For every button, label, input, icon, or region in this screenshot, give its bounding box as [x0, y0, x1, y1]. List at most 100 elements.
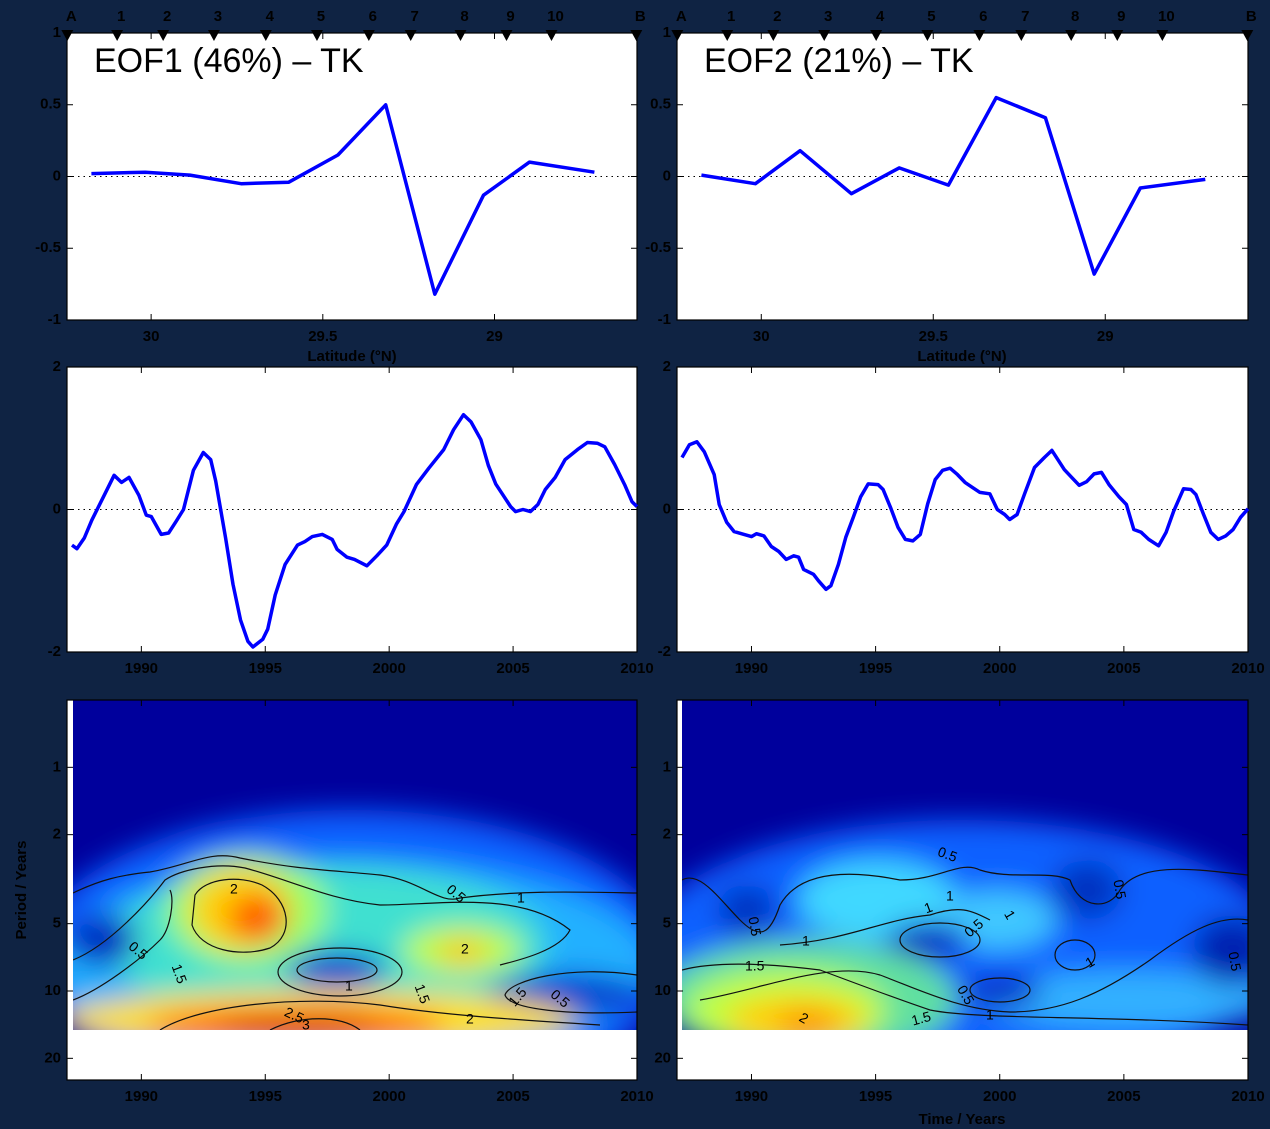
station-label: 7	[1021, 8, 1029, 25]
x-tick-label: 2000	[372, 660, 405, 677]
x-tick-label: 2005	[496, 660, 529, 677]
station-marker	[500, 30, 513, 41]
x-tick-label: 2000	[372, 1088, 405, 1105]
data-line	[70, 412, 639, 649]
x-tick-label: 29	[1097, 328, 1114, 345]
y-tick-label: 20	[44, 1049, 61, 1066]
station-label: 2	[773, 8, 781, 25]
panel-bg	[677, 367, 1248, 652]
x-tick-label: 2010	[620, 660, 653, 677]
y-tick-label: 10	[44, 982, 61, 999]
station-label: 5	[927, 8, 935, 25]
station-label: 9	[1117, 8, 1125, 25]
x-tick-label: 30	[753, 328, 770, 345]
station-marker	[157, 30, 170, 41]
x-tick-label: 2010	[1231, 1088, 1264, 1105]
station-marker	[404, 30, 417, 41]
contour-label: 1.5	[169, 962, 191, 986]
station-marker	[1241, 30, 1254, 41]
x-tick-label: 1995	[249, 1088, 282, 1105]
y-tick-label: 2	[663, 358, 671, 375]
station-label: 1	[727, 8, 735, 25]
panel-title: EOF2 (21%) – TK	[704, 42, 974, 80]
y-tick-label: -1	[658, 311, 671, 328]
contour-label: 2	[461, 941, 469, 957]
contour-label: 2.5	[282, 1004, 307, 1027]
x-tick-label: 2005	[1107, 1088, 1140, 1105]
x-tick-label: 29	[486, 328, 503, 345]
contour-label: 2	[466, 1011, 474, 1027]
station-label: A	[66, 8, 77, 25]
contour-label: 0.5	[745, 915, 764, 937]
station-marker	[671, 30, 684, 41]
station-marker	[1156, 30, 1169, 41]
station-label: 4	[266, 8, 275, 25]
x-tick-label: 2010	[620, 1088, 653, 1105]
data-line	[701, 95, 1206, 276]
x-tick-label: 1990	[125, 660, 158, 677]
station-marker	[973, 30, 986, 41]
station-marker	[1015, 30, 1028, 41]
x-tick-label: 2005	[496, 1088, 529, 1105]
y-tick-label: 10	[654, 982, 671, 999]
y-tick-label: -0.5	[35, 239, 61, 256]
contour-label: 0.5	[1225, 950, 1244, 972]
y-tick-label: 2	[663, 826, 671, 843]
y-tick-label: 5	[53, 915, 61, 932]
station-label: 6	[979, 8, 987, 25]
x-tick-label: 2005	[1107, 660, 1140, 677]
station-label: 2	[163, 8, 171, 25]
contour-label: 1	[946, 888, 954, 904]
station-marker	[818, 30, 831, 41]
station-marker	[454, 30, 467, 41]
x-tick-label: 2000	[983, 660, 1016, 677]
panel-bg	[677, 33, 1248, 320]
station-marker	[259, 30, 272, 41]
wavelet-image	[73, 700, 637, 1030]
contour-label: 0.5	[936, 843, 960, 865]
station-marker	[1111, 30, 1124, 41]
x-axis-label: Latitude (°N)	[307, 348, 396, 365]
station-label: 1	[117, 8, 125, 25]
station-label: B	[1246, 8, 1257, 25]
station-label: 8	[460, 8, 468, 25]
y-tick-label: 0	[53, 500, 61, 517]
x-tick-label: 1990	[125, 1088, 158, 1105]
wavelet-image	[682, 700, 1248, 1030]
station-label: B	[635, 8, 646, 25]
y-axis-label: Period / Years	[13, 841, 30, 940]
y-tick-label: -0.5	[645, 239, 671, 256]
x-tick-label: 2000	[983, 1088, 1016, 1105]
station-marker	[111, 30, 124, 41]
station-marker	[207, 30, 220, 41]
contour-label: 3	[302, 1017, 310, 1033]
y-tick-label: 0.5	[650, 96, 671, 113]
y-tick-label: -2	[658, 643, 671, 660]
contour-label: 1.5	[745, 958, 765, 974]
contour-label: 1	[517, 890, 525, 906]
y-tick-label: 1	[53, 24, 61, 41]
contour-label: 1.5	[910, 1008, 933, 1029]
contour-label: 1.5	[412, 982, 434, 1006]
x-tick-label: 29.5	[919, 328, 948, 345]
y-tick-label: 1	[663, 24, 671, 41]
y-tick-label: -2	[48, 643, 61, 660]
contour-label: 1	[986, 1007, 994, 1023]
contour-label: 1	[802, 933, 810, 949]
contour-label: 2	[230, 881, 238, 897]
station-label: 10	[1158, 8, 1175, 25]
station-label: 9	[506, 8, 514, 25]
x-tick-label: 1990	[735, 1088, 768, 1105]
y-tick-label: 20	[654, 1049, 671, 1066]
station-label: A	[676, 8, 687, 25]
y-tick-label: 1	[53, 758, 61, 775]
station-label: 8	[1071, 8, 1079, 25]
station-label: 10	[547, 8, 564, 25]
station-marker	[1065, 30, 1078, 41]
y-tick-label: 5	[663, 915, 671, 932]
plot-frame	[66, 699, 638, 1081]
x-tick-label: 1995	[859, 660, 892, 677]
